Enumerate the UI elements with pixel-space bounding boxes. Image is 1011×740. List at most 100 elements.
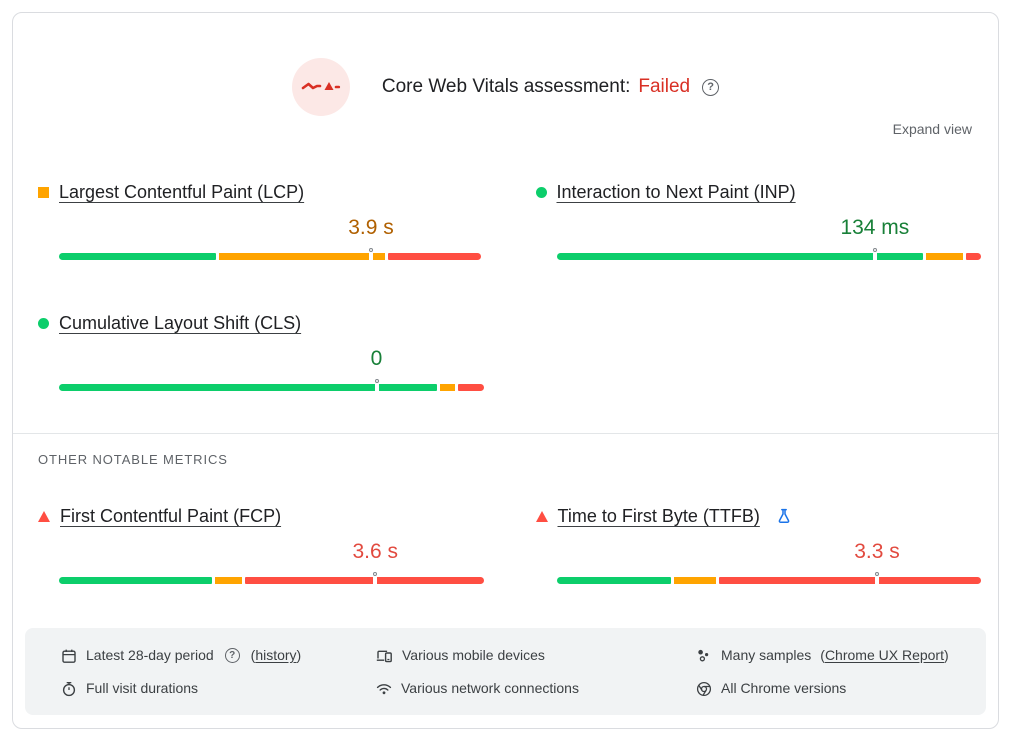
footer-period-text: Latest 28-day period: [86, 647, 214, 663]
metric-ttfb-label[interactable]: Time to First Byte (TTFB): [557, 506, 760, 526]
bar-segment-poor: [966, 253, 982, 260]
metric-lcp-label[interactable]: Largest Contentful Paint (LCP): [59, 182, 305, 202]
crux-link-group: (Chrome UX Report): [820, 647, 948, 664]
metric-inp-bar: [556, 253, 982, 260]
help-icon[interactable]: ?: [224, 648, 240, 663]
chrome-icon: [696, 681, 712, 696]
cwv-pulse-icon: [291, 58, 350, 116]
metric-lcp-chart: 3.9 s: [59, 216, 484, 264]
bar-segment-poor: [387, 253, 481, 260]
expand-view-row: Expand view: [893, 121, 972, 137]
metric-inp-label[interactable]: Interaction to Next Paint (INP): [556, 182, 796, 202]
crux-report-link[interactable]: Chrome UX Report: [824, 647, 944, 663]
metric-ttfb-title: Time to First Byte (TTFB): [535, 505, 982, 527]
lcp-status-bullet-icon: [38, 186, 49, 198]
assessment-title-text: Core Web Vitals assessment:: [381, 76, 631, 97]
footer-column-devices: Various mobile devices Various network c…: [376, 647, 696, 715]
bar-segment-needs-improvement: [440, 384, 456, 391]
metric-lcp-title: Largest Contentful Paint (LCP): [38, 181, 484, 203]
fcp-status-bullet-icon: [38, 510, 50, 522]
metric-inp-chart: 134 ms: [556, 216, 982, 264]
bar-segment-needs-improvement: [219, 253, 385, 260]
marker-stem: [373, 576, 378, 588]
core-metrics-grid: Largest Contentful Paint (LCP) 3.9 s Int…: [13, 181, 998, 395]
footer-item-durations: Full visit durations: [61, 680, 376, 697]
metric-cls-value: 0: [370, 347, 383, 370]
paren-close: ): [943, 647, 949, 663]
metric-ttfb-marker-pin: [874, 572, 879, 588]
metric-lcp-marker-pin: [369, 248, 373, 264]
other-metrics-heading: OTHER NOTABLE METRICS: [38, 452, 228, 467]
samples-icon: [698, 649, 709, 661]
metric-cls-chart: 0: [59, 347, 484, 395]
metric-inp-marker-pin: [872, 248, 877, 264]
metric-ttfb-bar: [556, 577, 981, 584]
paren-open: (: [820, 647, 825, 663]
assessment-status-badge: Failed: [638, 76, 691, 97]
bar-segment-poor: [718, 577, 981, 584]
data-source-footer: Latest 28-day period ? (history) Full vi…: [25, 628, 986, 715]
history-link-group: (history): [251, 647, 302, 664]
metric-lcp-value: 3.9 s: [348, 216, 394, 239]
page-title: Core Web Vitals assessment: Failed ?: [381, 76, 720, 98]
metric-lcp-bar: [59, 253, 484, 260]
footer-item-network: Various network connections: [376, 680, 696, 697]
metric-ttfb-chart: 3.3 s: [556, 540, 981, 588]
bar-segment-needs-improvement: [673, 577, 716, 584]
bar-segment-good: [59, 384, 438, 391]
metric-inp: Interaction to Next Paint (INP) 134 ms: [535, 181, 982, 264]
bar-segment-poor: [458, 384, 484, 391]
marker-stem: [369, 252, 373, 264]
bar-segment-needs-improvement: [214, 577, 242, 584]
metric-ttfb-value: 3.3 s: [854, 540, 900, 563]
marker-dot: [374, 379, 379, 383]
calendar-icon: [62, 649, 76, 663]
metric-fcp-chart: 3.6 s: [59, 540, 484, 588]
cls-status-bullet-icon: [38, 317, 49, 329]
help-icon[interactable]: ?: [702, 78, 720, 96]
footer-item-chrome-versions: All Chrome versions: [696, 680, 986, 697]
marker-stem: [374, 383, 379, 395]
bar-segment-good: [59, 577, 212, 584]
metric-ttfb: Time to First Byte (TTFB) 3.3 s: [535, 505, 982, 588]
experimental-flask-icon[interactable]: [776, 508, 792, 525]
metric-fcp-value: 3.6 s: [352, 540, 399, 563]
marker-dot: [369, 248, 373, 252]
footer-network-text: Various network connections: [401, 680, 579, 696]
stopwatch-icon: [62, 681, 76, 696]
metric-cls: Cumulative Layout Shift (CLS) 0: [38, 312, 484, 395]
footer-durations-text: Full visit durations: [86, 680, 199, 696]
other-metrics-grid: First Contentful Paint (FCP) 3.6 s Time …: [13, 505, 998, 588]
cwv-assessment-card: Core Web Vitals assessment: Failed ? Exp…: [12, 12, 999, 729]
marker-stem: [872, 252, 877, 264]
footer-item-period: Latest 28-day period ? (history): [61, 647, 376, 664]
footer-devices-text: Various mobile devices: [402, 647, 545, 663]
metric-fcp-label[interactable]: First Contentful Paint (FCP): [60, 506, 282, 526]
bar-segment-good: [59, 253, 217, 260]
history-link[interactable]: history: [255, 647, 297, 663]
metric-cls-marker-pin: [374, 379, 379, 395]
footer-item-devices: Various mobile devices: [376, 647, 696, 664]
metric-fcp-bar: [59, 577, 484, 584]
expand-view-button[interactable]: Expand view: [892, 121, 972, 137]
metric-cls-label[interactable]: Cumulative Layout Shift (CLS): [59, 313, 302, 333]
metric-cls-bar: [59, 384, 484, 391]
marker-stem: [874, 576, 879, 588]
footer-item-samples: Many samples (Chrome UX Report): [696, 647, 986, 664]
footer-samples-text: Many samples: [721, 647, 812, 663]
inp-status-bullet-icon: [535, 186, 547, 198]
pulse-line-icon: [301, 82, 340, 90]
assessment-header: Core Web Vitals assessment: Failed ?: [13, 13, 998, 116]
ttfb-status-bullet-icon: [535, 510, 548, 522]
marker-dot: [373, 572, 378, 576]
paren-close: ): [296, 647, 302, 663]
marker-dot: [872, 248, 877, 252]
metric-inp-title: Interaction to Next Paint (INP): [535, 181, 982, 203]
metric-fcp-marker-pin: [373, 572, 378, 588]
bar-segment-poor: [244, 577, 484, 584]
footer-column-period: Latest 28-day period ? (history) Full vi…: [61, 647, 376, 715]
bar-segment-good: [556, 577, 671, 584]
footer-column-samples: Many samples (Chrome UX Report) All Chro…: [696, 647, 986, 715]
bar-segment-good: [556, 253, 923, 260]
metric-cls-title: Cumulative Layout Shift (CLS): [38, 312, 484, 334]
